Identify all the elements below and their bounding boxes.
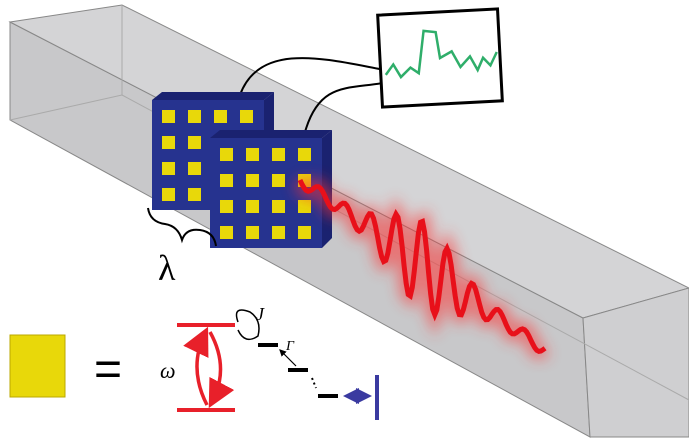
qubit — [220, 200, 233, 213]
qubit — [162, 162, 175, 175]
wires — [239, 57, 389, 133]
coupling-label: J — [256, 304, 265, 324]
qubit — [246, 148, 259, 161]
qubit — [298, 200, 311, 213]
qubit — [220, 226, 233, 239]
qubit — [272, 200, 285, 213]
qubit-arrays — [152, 92, 332, 248]
qubit — [220, 148, 233, 161]
qubit — [298, 148, 311, 161]
panel-top — [210, 130, 332, 138]
qubit — [188, 188, 201, 201]
qubit — [162, 110, 175, 123]
qubit — [162, 188, 175, 201]
qubit — [214, 110, 227, 123]
wavelength-label: λ — [158, 248, 176, 288]
qubit — [298, 226, 311, 239]
decay-label: Γ — [285, 339, 295, 354]
qubit — [188, 162, 201, 175]
qubit — [240, 110, 253, 123]
qubit — [188, 136, 201, 149]
panel-top — [152, 92, 274, 100]
qubit — [246, 200, 259, 213]
qubit — [220, 174, 233, 187]
qubit — [162, 136, 175, 149]
monitor — [376, 7, 504, 109]
energy-levels — [177, 309, 379, 420]
qubit — [272, 148, 285, 161]
equals-sign: = — [94, 343, 122, 396]
qubit-icon — [9, 334, 66, 398]
qubit — [272, 174, 285, 187]
photon-wave-packet — [292, 176, 550, 360]
qubit — [246, 174, 259, 187]
qubit — [272, 226, 285, 239]
qubit — [188, 110, 201, 123]
brace — [147, 207, 217, 247]
qubit — [246, 226, 259, 239]
frequency-label: ω — [160, 358, 176, 383]
